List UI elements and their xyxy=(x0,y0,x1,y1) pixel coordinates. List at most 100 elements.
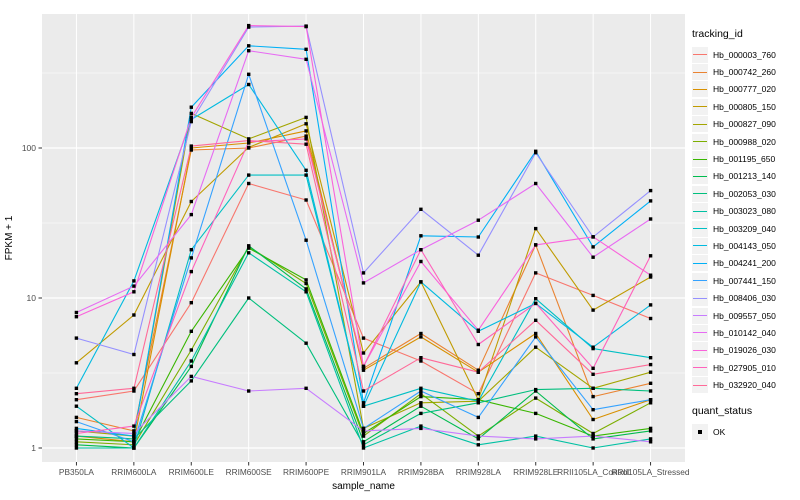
legend-key-line-icon xyxy=(692,220,708,237)
data-point xyxy=(304,168,308,172)
data-point xyxy=(361,446,366,450)
data-point xyxy=(132,352,136,357)
legend-key-line-icon xyxy=(692,98,708,115)
legend-key-line-icon xyxy=(692,290,708,307)
legend-item: Hb_032920_040 xyxy=(692,376,800,394)
x-tick-label: RRIM901LA xyxy=(341,467,387,477)
data-point xyxy=(74,440,79,444)
data-point xyxy=(419,207,423,211)
legend-key-line-icon xyxy=(692,237,708,254)
legend-line-swatch xyxy=(693,210,707,212)
data-point xyxy=(419,234,423,238)
legend-line-swatch xyxy=(693,193,707,195)
data-point xyxy=(189,374,193,379)
legend-item-label: Hb_001213_140 xyxy=(713,171,776,182)
data-point xyxy=(132,437,136,441)
data-point xyxy=(591,434,595,438)
data-point xyxy=(304,129,308,133)
data-point xyxy=(132,284,136,288)
legend-line-swatch xyxy=(693,54,707,56)
data-point xyxy=(591,345,595,349)
data-point xyxy=(476,434,480,438)
data-point xyxy=(304,122,308,126)
legend-line-swatch xyxy=(693,280,707,282)
data-point xyxy=(304,137,308,141)
data-point xyxy=(304,290,308,294)
legend-title-tracking-id: tracking_id xyxy=(692,28,743,40)
legend-line-swatch xyxy=(693,367,707,369)
data-point xyxy=(361,404,366,408)
data-point xyxy=(189,119,193,124)
legend-item-label: Hb_002053_030 xyxy=(713,188,776,199)
data-point xyxy=(74,434,79,438)
legend-item: Hb_009557_050 xyxy=(692,307,800,324)
y-axis-title: FPKM + 1 xyxy=(4,215,15,260)
data-point xyxy=(74,429,79,433)
data-point xyxy=(247,138,251,143)
data-point xyxy=(648,437,653,441)
data-point xyxy=(361,440,366,444)
data-point xyxy=(419,426,423,431)
legend-item: Hb_001213_140 xyxy=(692,168,800,185)
data-point xyxy=(476,392,480,396)
data-point xyxy=(132,440,136,444)
data-point xyxy=(132,443,136,447)
legend-key-line-icon xyxy=(692,81,708,98)
data-point xyxy=(591,437,595,441)
data-point xyxy=(189,379,193,383)
data-point xyxy=(534,387,538,392)
data-point xyxy=(74,336,79,340)
legend-item: Hb_000827_090 xyxy=(692,116,800,133)
data-point xyxy=(189,117,193,122)
legend-line-swatch xyxy=(693,384,707,386)
legend-key-line-icon xyxy=(692,307,708,324)
data-point xyxy=(189,144,193,148)
data-point xyxy=(591,255,595,259)
data-point xyxy=(247,44,251,48)
data-point xyxy=(189,329,193,333)
y-tick-label: 1 xyxy=(31,443,36,453)
data-point xyxy=(476,370,480,374)
legend-key-line-icon xyxy=(692,133,708,150)
data-point xyxy=(591,366,595,370)
legend-item: OK xyxy=(692,423,800,440)
legend-item: Hb_007441_150 xyxy=(692,272,800,289)
x-tick-label: RRIM600LA xyxy=(111,467,157,477)
legend-quant-status: quant_status OK xyxy=(692,405,800,440)
data-point xyxy=(74,443,79,447)
data-point xyxy=(361,364,366,369)
data-point xyxy=(361,401,366,405)
data-point xyxy=(591,446,595,450)
data-point xyxy=(591,408,595,412)
data-point xyxy=(361,429,366,433)
legend-item: Hb_002053_030 xyxy=(692,185,800,202)
legend-key-line-icon xyxy=(692,203,708,220)
data-point xyxy=(534,434,538,438)
data-point xyxy=(189,269,193,274)
data-point xyxy=(419,394,423,399)
legend-key-line-icon xyxy=(692,151,708,168)
legend-item: Hb_000742_260 xyxy=(692,63,800,81)
legend-item-label: Hb_009557_050 xyxy=(713,310,776,321)
legend-item-label: Hb_004143_050 xyxy=(713,240,776,251)
legend-item-label: Hb_019026_030 xyxy=(713,345,776,356)
data-point xyxy=(534,437,538,441)
legend-key-line-icon xyxy=(692,324,708,341)
data-point xyxy=(361,281,366,285)
legend-item: Hb_010142_040 xyxy=(692,324,800,341)
x-tick-label: RRIM928LA xyxy=(456,467,502,477)
legend-item-label: Hb_003209_040 xyxy=(713,223,776,234)
data-point xyxy=(648,429,653,433)
data-point xyxy=(419,331,423,336)
data-point xyxy=(648,362,653,367)
data-point xyxy=(534,335,538,339)
data-point xyxy=(189,105,193,109)
data-point xyxy=(189,301,193,305)
data-point xyxy=(304,341,308,345)
data-point xyxy=(648,217,653,221)
data-point xyxy=(534,271,538,275)
legend-line-swatch xyxy=(693,262,707,264)
data-point xyxy=(247,389,251,393)
data-point xyxy=(189,199,193,204)
